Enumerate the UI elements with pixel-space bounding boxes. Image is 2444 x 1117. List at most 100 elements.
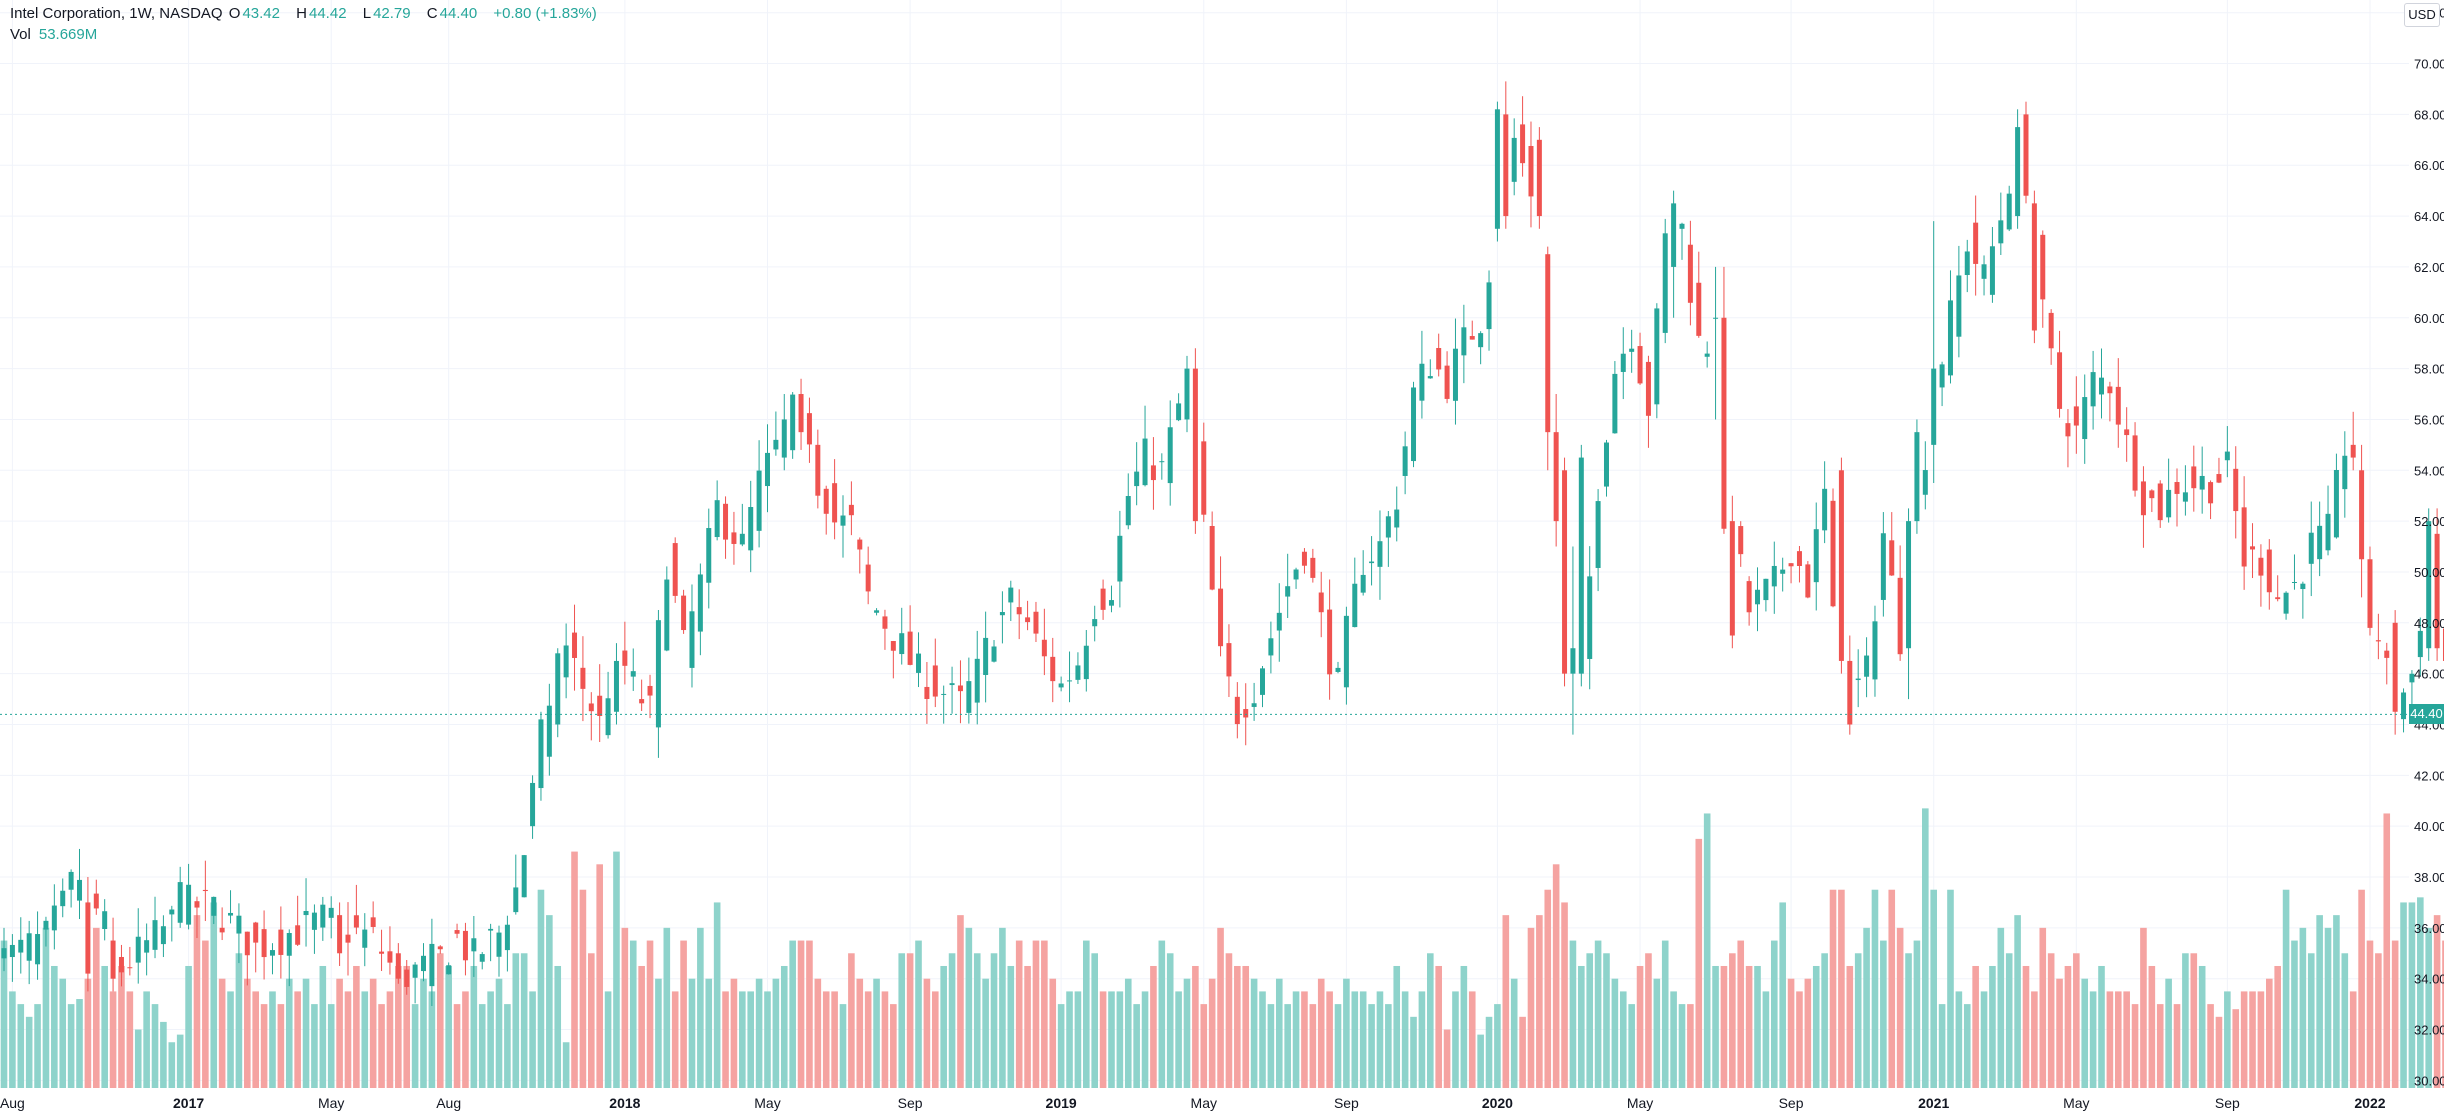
candle-body [983, 638, 988, 675]
candle-body [1445, 366, 1450, 399]
candle [1579, 445, 1584, 686]
candle [1789, 563, 1794, 583]
candle [2351, 412, 2356, 470]
volume-bar [1956, 991, 1963, 1088]
volume-bar [731, 979, 738, 1088]
candle-body [606, 698, 611, 735]
volume-bar [1486, 1017, 1493, 1088]
candle-body [2149, 490, 2154, 498]
volume-bar [1150, 966, 1157, 1088]
candle-body [2225, 452, 2230, 461]
volume-bar [437, 953, 444, 1088]
candle [1998, 193, 2003, 255]
volume-bar [420, 979, 427, 1088]
volume-bar [1469, 991, 1476, 1088]
candle [1277, 583, 1282, 662]
volume-bar [1570, 941, 1577, 1088]
symbol-label[interactable]: Intel Corporation, 1W, NASDAQ [10, 5, 223, 22]
candle [1436, 334, 1441, 377]
candle [2267, 539, 2272, 610]
candle-body [77, 880, 82, 901]
candle-body [1361, 575, 1366, 593]
volume-bar [2425, 928, 2432, 1088]
candle-body [815, 445, 820, 496]
candle-body [203, 890, 208, 891]
candle-body [1226, 643, 1231, 676]
volume-bar [1008, 966, 1015, 1088]
candle-body [522, 855, 527, 897]
candle [480, 952, 485, 969]
volume-bar [34, 1004, 41, 1088]
candle-body [1000, 612, 1005, 615]
volume-bar [2308, 953, 2315, 1088]
volume-bar [2274, 966, 2281, 1088]
candle-body [2435, 534, 2440, 648]
candle-body [1176, 403, 1181, 420]
volume-bar [487, 991, 494, 1088]
candle [1109, 586, 1114, 613]
volume-bar [865, 991, 872, 1088]
candle [438, 945, 443, 954]
volume-bar [202, 941, 209, 1088]
candle-body [220, 928, 225, 933]
candle [1134, 442, 1139, 505]
price-tick-label: 30.00 [2414, 1073, 2444, 1088]
volume-bar [596, 864, 603, 1088]
high-label: H [296, 5, 307, 22]
candle [597, 664, 602, 742]
candle-body [1143, 439, 1148, 486]
volume-bar [2065, 966, 2072, 1088]
candle [706, 509, 711, 609]
candle-body [111, 941, 116, 979]
volume-bar [697, 928, 704, 1088]
candle [2049, 309, 2054, 365]
volume-bar [2216, 1017, 2223, 1088]
candle-body [1403, 446, 1408, 476]
candle [1151, 437, 1156, 510]
candle-body [2418, 631, 2423, 657]
volume-bar [294, 991, 301, 1088]
candle-body [1210, 526, 1215, 590]
candle-body [1453, 349, 1458, 401]
volume-bar [1377, 991, 1384, 1088]
candle-body [1914, 432, 1919, 521]
candle [1705, 341, 1710, 367]
candle [354, 885, 359, 934]
candle-body [2317, 526, 2322, 559]
low-value: 42.79 [373, 5, 411, 22]
price-tick-label: 58.00 [2414, 362, 2444, 377]
volume-bar [1796, 991, 1803, 1088]
candle [2309, 502, 2314, 597]
volume-bar [2434, 915, 2441, 1088]
candle-body [211, 897, 216, 916]
candle [1419, 331, 1424, 419]
volume-bar [2383, 813, 2390, 1088]
volume-bar [1402, 991, 1409, 1088]
volume-bar [1268, 1004, 1275, 1088]
candle [421, 943, 426, 981]
candle-body [2342, 456, 2347, 489]
volume-bar [1695, 839, 1702, 1088]
volume-bar [789, 941, 796, 1088]
volume-bar [143, 991, 150, 1088]
candle-body [1184, 369, 1189, 420]
volume-bar [152, 1004, 159, 1088]
volume-bar [1494, 1004, 1501, 1088]
candle [169, 906, 174, 942]
candle-body [2208, 482, 2213, 503]
candle-body [429, 944, 434, 986]
candle [2426, 508, 2431, 661]
currency-button[interactable]: USD [2404, 3, 2440, 27]
price-tick-label: 66.00 [2414, 158, 2444, 173]
volume-label[interactable]: Vol [10, 26, 31, 43]
candle [1168, 400, 1173, 505]
candle-body [891, 641, 896, 651]
candle-body [1260, 668, 1265, 695]
candle-body [2367, 559, 2372, 628]
candle-body [1159, 461, 1164, 462]
volume-bar [1318, 979, 1325, 1088]
candle [102, 899, 107, 940]
price-tick-label: 38.00 [2414, 870, 2444, 885]
